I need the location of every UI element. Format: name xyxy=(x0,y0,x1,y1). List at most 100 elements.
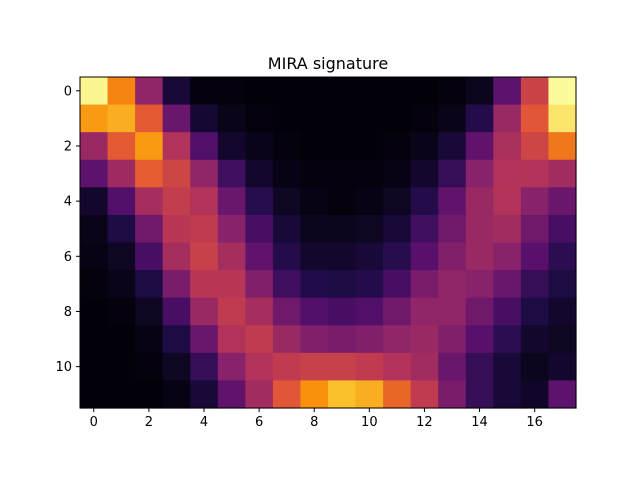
heatmap-cell xyxy=(383,132,412,161)
x-tick-label: 2 xyxy=(145,415,153,430)
heatmap-cell xyxy=(107,325,136,354)
heatmap-cell xyxy=(465,132,494,161)
heatmap-cell xyxy=(355,132,384,161)
heatmap-cell xyxy=(355,380,384,409)
heatmap-cell xyxy=(328,270,357,299)
heatmap-cell xyxy=(438,325,467,354)
heatmap-cell xyxy=(493,270,522,299)
y-tick-label: 6 xyxy=(64,250,72,265)
heatmap-cell xyxy=(493,352,522,382)
heatmap-cell xyxy=(383,270,412,299)
heatmap-cell xyxy=(217,132,246,161)
heatmap-cell xyxy=(245,242,274,271)
heatmap-cell xyxy=(162,214,191,244)
heatmap-cell xyxy=(272,159,302,188)
heatmap-cell xyxy=(162,297,191,326)
heatmap-cell xyxy=(438,104,467,133)
heatmap-cell xyxy=(410,132,439,161)
y-tick-label: 2 xyxy=(64,139,72,154)
heatmap-cell xyxy=(520,242,550,271)
heatmap-cell xyxy=(355,159,384,188)
heatmap-cell xyxy=(245,297,274,326)
heatmap-cell xyxy=(548,297,577,326)
heatmap-cell xyxy=(493,380,522,409)
heatmap-cell xyxy=(438,159,467,188)
plot-frame xyxy=(79,76,577,409)
heatmap-cell xyxy=(328,380,357,409)
x-tick-label: 14 xyxy=(471,415,488,430)
heatmap-cell xyxy=(162,270,191,299)
heatmap-cell xyxy=(300,242,329,271)
heatmap-cell xyxy=(493,104,522,133)
heatmap-cell xyxy=(438,132,467,161)
heatmap-cell xyxy=(245,325,274,354)
heatmap-cell xyxy=(272,242,302,271)
heatmap-cell xyxy=(493,132,522,161)
heatmap-cell xyxy=(80,325,109,354)
heatmap-cell xyxy=(190,159,219,188)
heatmap-cell xyxy=(245,187,274,216)
heatmap-cell xyxy=(520,380,550,409)
heatmap-cell xyxy=(162,159,191,188)
heatmap-cell xyxy=(217,104,246,133)
heatmap-cell xyxy=(328,214,357,244)
heatmap-cell xyxy=(300,270,329,299)
heatmap-cell xyxy=(328,352,357,382)
heatmap-cell xyxy=(135,132,164,161)
heatmap-cell xyxy=(355,352,384,382)
heatmap-cell xyxy=(438,187,467,216)
heatmap-cell xyxy=(107,77,136,106)
heatmap-cell xyxy=(493,214,522,244)
heatmap-cell xyxy=(548,325,577,354)
heatmap-cell xyxy=(410,297,439,326)
heatmap-cell xyxy=(162,132,191,161)
heatmap-cell xyxy=(493,242,522,271)
heatmap-cell xyxy=(355,325,384,354)
heatmap-cell xyxy=(520,270,550,299)
heatmap-cell xyxy=(465,187,494,216)
x-tick-label: 6 xyxy=(255,415,263,430)
heatmap-cell xyxy=(520,214,550,244)
heatmap-cell xyxy=(80,77,109,106)
heatmap-cell xyxy=(548,380,577,409)
heatmap-cell xyxy=(355,297,384,326)
chart-title: MIRA signature xyxy=(268,54,388,73)
y-tick-label: 0 xyxy=(64,84,72,99)
heatmap-cell xyxy=(465,380,494,409)
heatmap-cell xyxy=(520,159,550,188)
heatmap-cell xyxy=(410,380,439,409)
heatmap-cell xyxy=(328,242,357,271)
heatmap-cell xyxy=(135,242,164,271)
heatmap-cell xyxy=(328,187,357,216)
heatmap-cell xyxy=(300,352,329,382)
y-tick-label: 8 xyxy=(64,305,72,320)
heatmap-cell xyxy=(190,77,219,106)
heatmap-cell xyxy=(300,159,329,188)
heatmap-cell xyxy=(328,132,357,161)
heatmap-cell xyxy=(217,297,246,326)
heatmap-cell xyxy=(217,270,246,299)
heatmap-cell xyxy=(190,297,219,326)
y-tick-label: 4 xyxy=(64,195,72,210)
heatmap-cell xyxy=(520,352,550,382)
heatmap-cell xyxy=(438,77,467,106)
heatmap-cell xyxy=(107,297,136,326)
heatmap-cell xyxy=(493,77,522,106)
heatmap-cell xyxy=(190,214,219,244)
heatmap-cell xyxy=(300,380,329,409)
heatmap-cell xyxy=(383,104,412,133)
heatmap-cell xyxy=(107,132,136,161)
heatmap-cell xyxy=(80,214,109,244)
heatmap-cell xyxy=(465,159,494,188)
heatmap-cell xyxy=(107,270,136,299)
heatmap-cell xyxy=(548,132,577,161)
heatmap-cell xyxy=(190,132,219,161)
x-tick-label: 16 xyxy=(526,415,543,430)
y-tick-label: 10 xyxy=(55,360,72,375)
heatmap-cell xyxy=(548,104,577,133)
heatmap-cell xyxy=(190,380,219,409)
heatmap-cell xyxy=(300,214,329,244)
heatmap-cell xyxy=(80,352,109,382)
heatmap-cell xyxy=(162,77,191,106)
heatmap-cell xyxy=(135,187,164,216)
